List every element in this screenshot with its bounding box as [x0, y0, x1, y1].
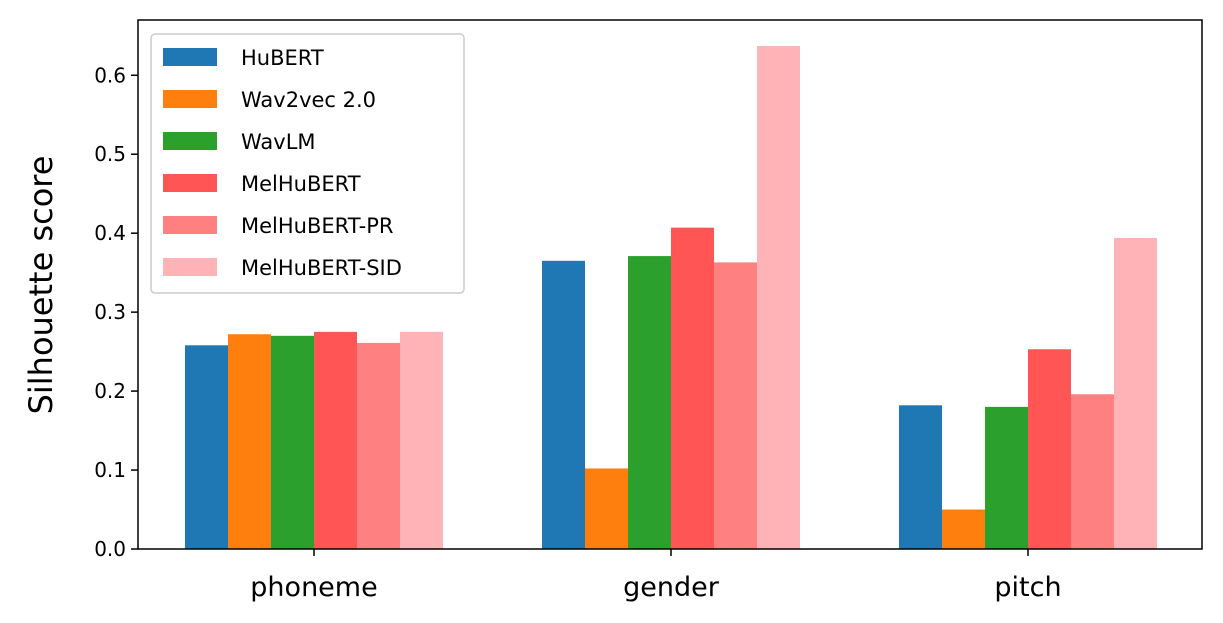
y-tick-label: 0.4 — [94, 221, 126, 245]
bar-gender-melhubert-sid — [757, 46, 800, 550]
bar-gender-melhubert — [671, 227, 714, 549]
y-tick-label: 0.5 — [94, 142, 126, 166]
y-tick-label: 0.2 — [94, 379, 126, 403]
bar-pitch-melhubert-sid — [1114, 237, 1157, 550]
y-tick-label: 0.3 — [94, 300, 126, 324]
bar-gender-wav2vec-2-0 — [585, 468, 628, 549]
y-tick-label: 0.1 — [94, 458, 126, 482]
axes-layer: 0.0 0.1 0.2 0.3 0.4 0.5 0.6 phoneme gender pitch — [94, 19, 1203, 603]
x-tick-label-gender: gender — [623, 572, 720, 603]
y-tick-label: 0.6 — [94, 63, 126, 87]
legend-label: MelHuBERT-PR — [241, 214, 393, 238]
bar-phoneme-melhubert — [314, 331, 357, 549]
bar-phoneme-hubert — [185, 345, 228, 549]
bar-pitch-hubert — [899, 405, 942, 549]
bar-phoneme-melhubert-pr — [357, 342, 400, 549]
bar-gender-wavlm — [628, 256, 671, 549]
plot-frame — [137, 19, 1203, 550]
bar-pitch-wavlm — [985, 406, 1028, 549]
bar-gender-hubert — [542, 260, 585, 549]
legend-label: WavLM — [241, 130, 316, 154]
bar-phoneme-wavlm — [271, 335, 314, 549]
legend-swatch — [163, 174, 217, 192]
legend-swatch — [163, 132, 217, 150]
legend-swatch — [163, 48, 217, 66]
legend: HuBERT Wav2vec 2.0 WavLM MelHuBERT MelHuBERT… — [150, 33, 465, 294]
x-tick-label-phoneme: phoneme — [250, 572, 377, 603]
y-axis-title: Silhouette score — [22, 156, 60, 415]
legend-box — [150, 33, 465, 294]
x-tick-label-pitch: pitch — [994, 572, 1061, 603]
bar-pitch-melhubert — [1028, 349, 1071, 549]
legend-label: MelHuBERT — [241, 172, 361, 196]
bars-layer — [185, 46, 1157, 550]
legend-label: HuBERT — [241, 46, 324, 70]
bar-pitch-melhubert-pr — [1071, 394, 1114, 549]
bar-gender-melhubert-pr — [714, 262, 757, 549]
legend-swatch — [163, 258, 217, 276]
bar-phoneme-melhubert-sid — [400, 331, 443, 549]
legend-swatch — [163, 90, 217, 108]
bar-pitch-wav2vec-2-0 — [942, 509, 985, 549]
bar-phoneme-wav2vec-2-0 — [228, 334, 271, 549]
y-tick-label: 0.0 — [94, 537, 126, 561]
legend-label: Wav2vec 2.0 — [241, 88, 376, 112]
legend-label: MelHuBERT-SID — [241, 256, 402, 280]
legend-swatch — [163, 216, 217, 234]
